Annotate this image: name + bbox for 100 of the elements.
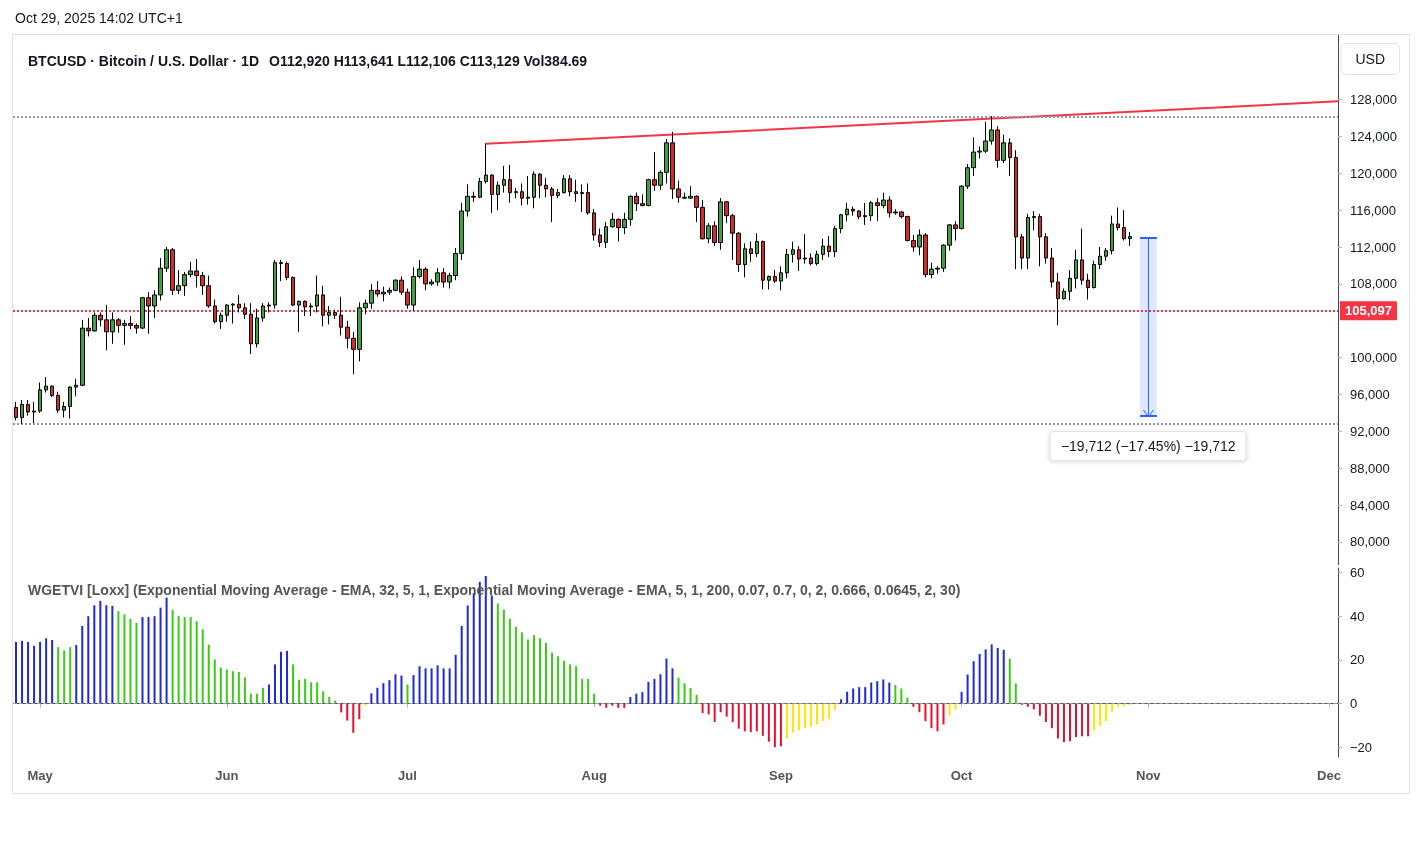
bar bbox=[292, 664, 295, 704]
bar bbox=[713, 703, 716, 723]
candlestick bbox=[255, 308, 259, 348]
bar bbox=[394, 674, 397, 704]
bar bbox=[846, 691, 849, 704]
bar bbox=[39, 641, 42, 704]
bar bbox=[563, 660, 566, 704]
bar bbox=[87, 616, 90, 704]
candlestick bbox=[321, 285, 325, 327]
bar bbox=[810, 703, 813, 727]
candlestick bbox=[809, 252, 813, 266]
bar bbox=[677, 677, 680, 704]
candlestick bbox=[1068, 269, 1072, 301]
bar bbox=[135, 622, 138, 704]
bar bbox=[400, 675, 403, 704]
annotation: −19,712 (−17.45%) −19,712 bbox=[1049, 430, 1247, 461]
candlestick bbox=[544, 177, 548, 198]
y-tick-label: 128,000 bbox=[1350, 92, 1397, 108]
bar bbox=[93, 605, 96, 704]
bar bbox=[870, 682, 873, 704]
bar bbox=[761, 703, 764, 736]
bar bbox=[858, 687, 861, 704]
candlestick bbox=[845, 202, 849, 222]
bar bbox=[894, 684, 897, 704]
candlestick bbox=[526, 175, 530, 206]
candlestick bbox=[797, 245, 801, 272]
bar bbox=[611, 703, 614, 706]
bar bbox=[972, 661, 975, 704]
text: O112,920 H113,641 L112,106 C113,129 Vol384.69 bbox=[269, 53, 588, 69]
candlestick bbox=[14, 401, 18, 421]
bar bbox=[225, 669, 228, 704]
bar bbox=[460, 625, 463, 704]
ref-line-label: 105,097 bbox=[1345, 303, 1392, 319]
candlestick bbox=[851, 205, 855, 217]
candlestick bbox=[514, 187, 518, 199]
candlestick bbox=[68, 385, 72, 419]
x-tick-label: May bbox=[27, 768, 54, 783]
bar bbox=[1081, 703, 1084, 737]
x-tick-label: Aug bbox=[581, 768, 607, 783]
bar bbox=[27, 641, 30, 704]
bar bbox=[816, 703, 819, 725]
bar bbox=[1050, 703, 1053, 729]
bar bbox=[629, 696, 632, 704]
bar bbox=[508, 618, 511, 704]
candlestick bbox=[1026, 213, 1030, 270]
bar bbox=[304, 678, 307, 704]
bar bbox=[960, 691, 963, 704]
bar bbox=[581, 678, 584, 704]
bar bbox=[165, 597, 168, 704]
candlestick bbox=[74, 378, 78, 397]
bar bbox=[213, 659, 216, 704]
y-tick-label: 0 bbox=[1350, 696, 1358, 712]
bar bbox=[948, 703, 951, 716]
bar bbox=[545, 642, 548, 704]
bar bbox=[111, 605, 114, 704]
bar bbox=[593, 693, 596, 704]
candlestick bbox=[339, 296, 343, 336]
candlestick bbox=[496, 181, 500, 211]
candlestick bbox=[1020, 233, 1024, 270]
bar bbox=[99, 600, 102, 704]
candlestick bbox=[1050, 247, 1054, 289]
candlestick bbox=[803, 233, 807, 265]
candlestick bbox=[249, 302, 253, 355]
candlestick bbox=[1110, 215, 1114, 255]
bar bbox=[725, 703, 728, 717]
bar bbox=[412, 675, 415, 704]
bar bbox=[358, 703, 361, 720]
candlestick bbox=[1122, 209, 1126, 242]
candlestick bbox=[1080, 228, 1084, 286]
candlestick bbox=[592, 208, 596, 242]
candlestick bbox=[839, 213, 843, 234]
bar bbox=[635, 693, 638, 704]
bar bbox=[201, 629, 204, 704]
bar bbox=[502, 609, 505, 704]
candlestick bbox=[62, 401, 66, 419]
candlestick bbox=[32, 401, 36, 424]
bar bbox=[51, 639, 54, 704]
bar bbox=[33, 645, 36, 704]
candlestick bbox=[562, 174, 566, 195]
bar bbox=[767, 703, 770, 742]
bar bbox=[653, 678, 656, 704]
bar bbox=[701, 703, 704, 714]
bar bbox=[382, 683, 385, 704]
x-tick-label: Jul bbox=[398, 768, 417, 783]
bar bbox=[659, 674, 662, 704]
bar bbox=[424, 668, 427, 704]
bar bbox=[1105, 703, 1108, 722]
bar bbox=[978, 653, 981, 704]
bar bbox=[749, 703, 752, 733]
candlestick bbox=[56, 391, 60, 414]
bar bbox=[430, 668, 433, 704]
bar bbox=[267, 684, 270, 704]
candlestick bbox=[20, 399, 24, 425]
candlestick bbox=[297, 299, 301, 333]
y-tick-label: 112,000 bbox=[1350, 239, 1397, 255]
candlestick bbox=[773, 269, 777, 284]
bar bbox=[1093, 703, 1096, 731]
bar bbox=[1038, 703, 1041, 716]
candlestick bbox=[315, 275, 319, 313]
bar bbox=[310, 682, 313, 704]
